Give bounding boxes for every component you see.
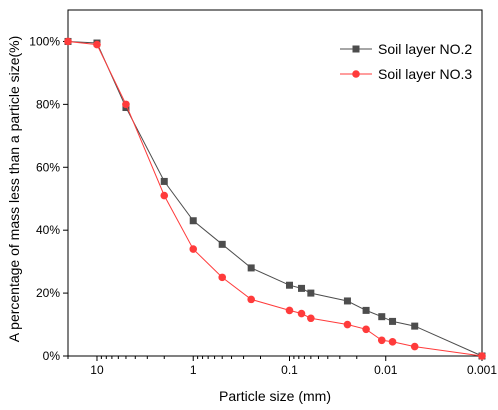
data-point-circle: [478, 352, 486, 360]
legend-marker-square: [352, 45, 360, 53]
series-layer: [64, 37, 486, 360]
plot-frame: [67, 9, 483, 357]
data-point-square: [343, 297, 351, 305]
data-point-square: [307, 289, 315, 297]
x-axis-ticks: 10 1 0.1 0.01 0.001: [67, 356, 497, 377]
data-point-circle: [362, 325, 370, 334]
data-point-circle: [343, 320, 352, 329]
data-point-circle: [160, 191, 169, 200]
y-axis-ticks: 0% 20% 40% 60% 80% 100%: [29, 34, 68, 363]
x-tick-label: 1: [190, 363, 197, 377]
data-point-square: [389, 317, 397, 325]
y-tick-label: 100%: [29, 34, 60, 48]
x-tick-label: 0.1: [281, 363, 298, 377]
data-point-circle: [410, 342, 419, 351]
data-point-square: [285, 281, 293, 289]
data-point-circle: [218, 273, 227, 282]
y-tick-label: 20%: [36, 286, 60, 300]
series-line: [67, 41, 483, 357]
legend: Soil layer NO.2 Soil layer NO.3: [340, 41, 472, 82]
data-point-square: [378, 313, 386, 321]
data-point-square: [411, 322, 419, 330]
data-point-square: [298, 284, 306, 292]
data-point-square: [160, 177, 168, 185]
y-tick-label: 80%: [36, 97, 60, 111]
x-axis-title: Particle size (mm): [219, 388, 331, 404]
y-tick-label: 0%: [43, 349, 61, 363]
data-point-circle: [247, 295, 255, 304]
series-line: [67, 41, 483, 357]
y-tick-label: 60%: [36, 160, 60, 174]
data-point-square: [189, 217, 197, 225]
x-tick-label: 10: [90, 363, 104, 377]
legend-label: Soil layer NO.3: [378, 66, 472, 82]
data-point-square: [362, 306, 370, 314]
x-tick-label: 0.001: [467, 363, 497, 377]
data-point-circle: [307, 314, 315, 323]
legend-marker-circle: [352, 70, 360, 78]
data-point-circle: [388, 338, 397, 346]
data-point-circle: [189, 245, 198, 253]
data-point-circle: [122, 100, 130, 109]
data-point-square: [218, 240, 226, 248]
data-point-square: [247, 264, 255, 272]
data-point-circle: [377, 336, 386, 345]
y-tick-label: 40%: [36, 223, 60, 237]
x-tick-label: 0.01: [374, 363, 398, 377]
data-point-circle: [64, 37, 72, 46]
y-axis-title: A percentage of mass less than a particl…: [6, 36, 22, 343]
data-point-circle: [93, 40, 101, 49]
legend-label: Soil layer NO.2: [378, 41, 472, 57]
data-point-circle: [285, 306, 294, 315]
data-point-circle: [297, 309, 306, 318]
